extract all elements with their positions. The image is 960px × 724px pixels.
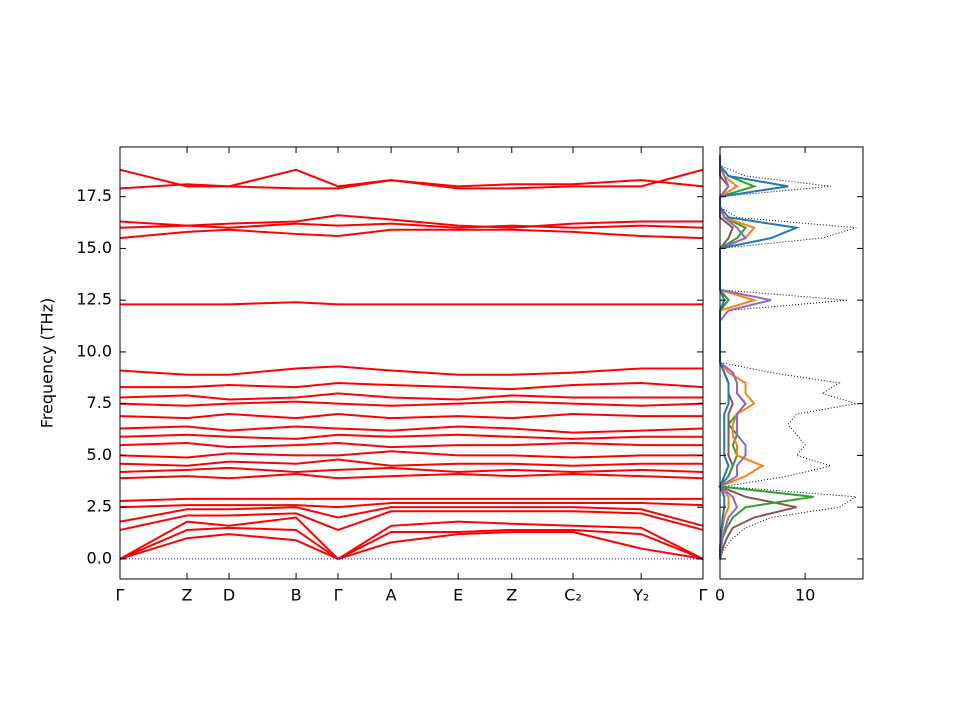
band-line — [119, 466, 704, 473]
x-tick-label: Γ — [334, 586, 343, 605]
band-line — [119, 497, 703, 502]
dos-line — [718, 155, 801, 559]
x-tick-label: Z — [506, 586, 517, 605]
band-line — [119, 506, 704, 527]
x-tick-label: Γ — [699, 586, 708, 605]
band-line — [119, 502, 704, 509]
y-tick-label: 0.0 — [87, 548, 112, 567]
band-line — [119, 473, 704, 480]
band-line — [119, 222, 704, 229]
band-line — [119, 450, 703, 459]
band-line — [120, 381, 704, 391]
plot-frame — [119, 146, 704, 580]
band-line — [119, 365, 703, 376]
band-line — [119, 228, 704, 240]
band-line — [119, 526, 704, 561]
x-tick-label: E — [453, 586, 463, 605]
y-axis-label: Frequency (THz) — [38, 298, 57, 428]
band-line — [119, 168, 704, 190]
x-tick-label: 10 — [795, 586, 815, 605]
x-tick-label: Γ — [116, 586, 125, 605]
band-line — [119, 214, 703, 229]
y-tick-label: 15.0 — [76, 238, 112, 257]
dos-line — [718, 155, 797, 560]
band-line — [119, 400, 704, 407]
y-tick-label: 10.0 — [76, 341, 112, 360]
x-tick-label: A — [386, 586, 397, 605]
x-tick-label: Y₂ — [632, 586, 649, 605]
y-tick-label: 7.5 — [87, 393, 112, 412]
x-tick-label: D — [223, 586, 235, 605]
dos-line — [719, 155, 858, 560]
y-tick-label: 12.5 — [76, 290, 112, 309]
band-line — [119, 392, 703, 401]
band-line — [119, 531, 704, 560]
y-tick-label: 5.0 — [87, 445, 112, 464]
band-line — [119, 458, 703, 467]
x-tick-label: Z — [182, 586, 193, 605]
band-line — [119, 433, 703, 440]
plot-frame — [719, 146, 864, 580]
band-line — [119, 413, 703, 420]
x-tick-label: 0 — [715, 586, 725, 605]
y-tick-label: 17.5 — [76, 186, 112, 205]
x-tick-label: C₂ — [564, 586, 582, 605]
band-line — [120, 301, 703, 306]
band-line — [119, 425, 704, 434]
y-tick-label: 2.5 — [87, 497, 112, 516]
band-line — [119, 516, 704, 561]
x-tick-label: B — [291, 586, 302, 605]
band-line — [119, 510, 704, 532]
band-line — [119, 442, 703, 449]
